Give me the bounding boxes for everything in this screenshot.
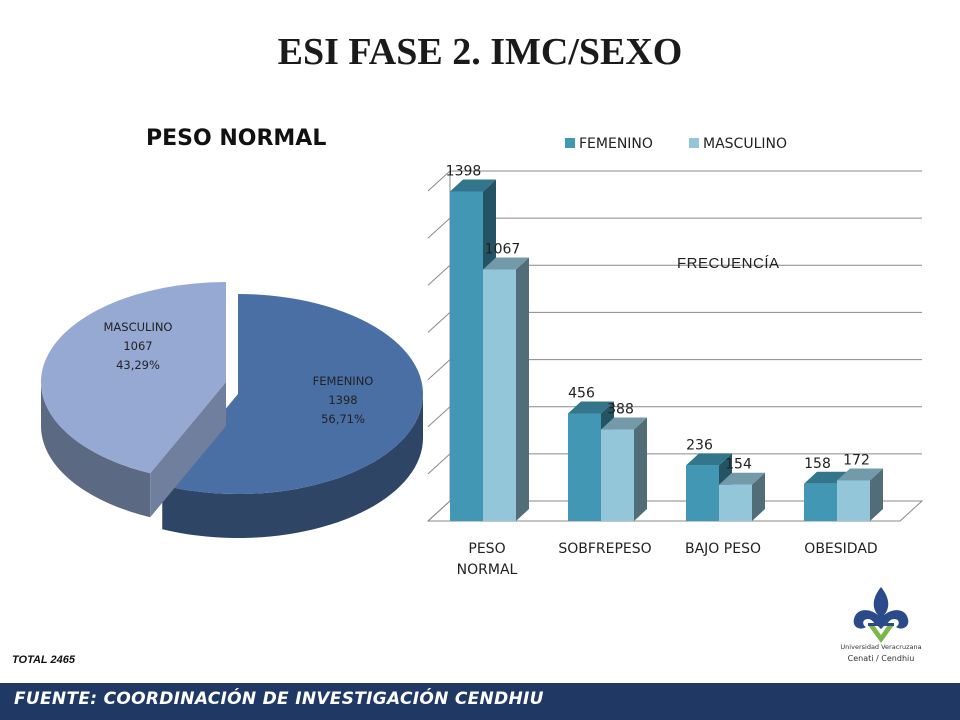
legend-swatch-femenino — [565, 138, 575, 148]
footer-bar: FUENTE: COORDINACIÓN DE INVESTIGACIÓN CE… — [0, 683, 960, 720]
category-label: OBESIDAD — [804, 541, 877, 557]
bar-top — [483, 257, 529, 270]
bar-value-label: 236 — [686, 437, 713, 453]
pie-label-masculino: MASCULINO — [104, 320, 173, 334]
bar-top — [568, 401, 614, 414]
bar-top — [837, 468, 883, 481]
legend-label-masculino: MASCULINO — [703, 136, 787, 152]
bar-front — [686, 465, 719, 521]
bar-top — [450, 179, 496, 192]
bar-value-label: 158 — [804, 456, 831, 472]
logo-center-name: Cenati / Cendhiu — [847, 654, 915, 663]
grid-diag — [427, 217, 451, 239]
category-label: PESO — [468, 541, 505, 557]
total-label: TOTAL 2465 — [12, 654, 75, 666]
bar-side — [516, 257, 529, 521]
pie-slice-side — [162, 394, 423, 538]
bar-side — [870, 468, 883, 521]
bar-masculino — [719, 472, 765, 521]
bar-value-label: 456 — [568, 386, 595, 402]
pie-label-masculino: 1067 — [123, 339, 152, 353]
bar-value-label: 172 — [843, 452, 870, 468]
chart-annotation: FRECUENCÍA — [677, 255, 780, 272]
logo-university-name: Universidad Veracruzana — [840, 643, 922, 651]
pie-label-masculino: 43,29% — [116, 358, 160, 372]
bar-value-label: 1398 — [446, 163, 482, 179]
category-group — [568, 401, 647, 521]
grid-diag — [427, 406, 451, 428]
pie-slice-side — [41, 382, 151, 518]
category-label: NORMAL — [457, 562, 518, 578]
category-label: SOBFREPESO — [558, 541, 651, 557]
bar-front — [601, 429, 634, 521]
bar-value-label: 388 — [607, 402, 634, 418]
university-logo: Universidad Veracruzana Cenati / Cendhiu — [838, 585, 924, 675]
grid-diag — [427, 312, 451, 333]
legend-swatch-masculino — [689, 138, 699, 148]
category-label: BAJO PESO — [685, 541, 761, 557]
bar-front — [450, 191, 483, 521]
bar-front — [837, 480, 870, 521]
pie-label-femenino: 1398 — [328, 393, 357, 407]
bar-front — [483, 269, 516, 521]
bar-front — [719, 484, 752, 521]
legend: FEMENINO MASCULINO — [565, 136, 787, 152]
fleur-de-lis-icon — [853, 587, 909, 643]
category-group — [686, 453, 765, 521]
pie-slice-masculino — [41, 282, 227, 518]
pie-label-femenino: FEMENINO — [313, 374, 374, 388]
bar-top — [719, 472, 765, 485]
category-group — [804, 468, 883, 521]
category-group — [450, 179, 529, 521]
bar-value-label: 1067 — [485, 241, 521, 257]
bar-top — [686, 453, 732, 466]
bar-top — [601, 417, 647, 430]
bar-value-label: 154 — [725, 457, 752, 473]
bar-side — [634, 417, 647, 521]
grid-diag — [427, 264, 451, 286]
legend-label-femenino: FEMENINO — [579, 136, 653, 152]
pie-slice-top — [162, 294, 424, 494]
bar-side — [752, 472, 765, 521]
bar-front — [568, 413, 601, 521]
pie-chart-title: PESO NORMAL — [146, 126, 327, 151]
pie-slice-femenino — [162, 294, 424, 538]
pie-slice-cut — [150, 382, 226, 518]
slide-title: ESI FASE 2. IMC/SEXO — [277, 31, 683, 73]
bar-masculino — [837, 468, 883, 521]
pie-slice-top — [41, 282, 227, 474]
bar-front — [804, 483, 837, 521]
grid-diag — [427, 359, 451, 380]
bar-masculino — [483, 257, 529, 521]
bar-masculino — [601, 417, 647, 521]
grid-diag — [427, 170, 451, 192]
grid-diag — [427, 453, 451, 475]
pie-label-femenino: 56,71% — [321, 412, 365, 426]
footer-source: FUENTE: COORDINACIÓN DE INVESTIGACIÓN CE… — [14, 689, 544, 709]
